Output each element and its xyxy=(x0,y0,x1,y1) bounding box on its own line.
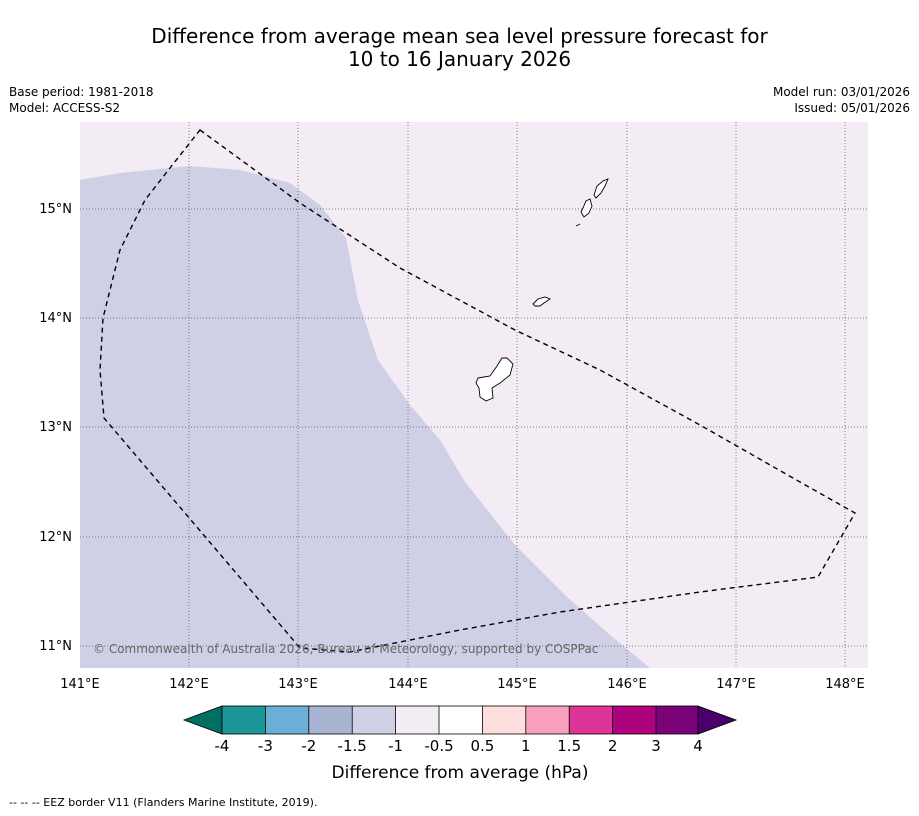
gridlines xyxy=(80,122,868,668)
colorbar-title: Difference from average (hPa) xyxy=(332,763,589,783)
colorbar-label-3: 3 xyxy=(651,737,661,755)
lat-label-13n: 13°N xyxy=(39,420,72,435)
lon-labels: 141°E 142°E 143°E 144°E 145°E 146°E 147°… xyxy=(60,677,865,692)
lat-label-12n: 12°N xyxy=(39,530,72,545)
lon-label-143e: 143°E xyxy=(278,677,318,692)
issued-text: Issued: 05/01/2026 xyxy=(794,101,910,115)
colorbar-label-m3: -3 xyxy=(258,737,273,755)
colorbar-label-m4: -4 xyxy=(215,737,230,755)
anomaly-region xyxy=(80,166,650,668)
lon-label-147e: 147°E xyxy=(716,677,756,692)
colorbar-label-m0-5: -0.5 xyxy=(424,737,453,755)
colorbar: -4 -3 -2 -1.5 -1 -0.5 0.5 1 1.5 2 3 4 Di… xyxy=(182,705,738,783)
eez-border xyxy=(99,129,856,653)
island-aguijan xyxy=(575,223,581,227)
island-tinian xyxy=(580,198,593,218)
colorbar-arrow-left xyxy=(182,705,223,735)
model-text: Model: ACCESS-S2 xyxy=(9,101,121,115)
colorbar-swatch-4 xyxy=(352,706,396,734)
base-period-text: Base period: 1981-2018 xyxy=(9,85,154,99)
colorbar-swatch-9 xyxy=(569,706,613,734)
colorbar-swatch-8 xyxy=(525,706,570,734)
lon-label-144e: 144°E xyxy=(388,677,428,692)
title-line-1: Difference from average mean sea level p… xyxy=(151,24,768,48)
title-line-2: 10 to 16 January 2026 xyxy=(347,47,572,71)
model-run-text: Model run: 03/01/2026 xyxy=(772,85,910,99)
meta-right: Model run: 03/01/2026 Issued: 05/01/2026 xyxy=(773,84,910,116)
colorbar-label-4: 4 xyxy=(693,737,703,755)
lon-label-141e: 141°E xyxy=(60,677,100,692)
colorbar-swatch-10 xyxy=(612,706,656,734)
lat-labels: 15°N 14°N 13°N 12°N 11°N xyxy=(39,202,72,654)
lon-label-148e: 148°E xyxy=(825,677,865,692)
footer-note: -- -- -- EEZ border V11 (Flanders Marine… xyxy=(9,796,318,809)
lat-label-14n: 14°N xyxy=(39,311,72,326)
colorbar-swatch-6 xyxy=(439,706,483,734)
island-guam xyxy=(475,357,514,402)
colorbar-arrow-right xyxy=(697,705,738,735)
islands xyxy=(475,178,609,402)
colorbar-label-1: 1 xyxy=(521,737,531,755)
colorbar-label-0-5: 0.5 xyxy=(470,737,494,755)
colorbar-label-1-5: 1.5 xyxy=(557,737,581,755)
lat-label-15n: 15°N xyxy=(39,202,72,217)
colorbar-swatch-2 xyxy=(265,706,309,734)
lon-label-146e: 146°E xyxy=(607,677,647,692)
colorbar-swatch-5 xyxy=(395,706,439,734)
colorbar-label-2: 2 xyxy=(608,737,618,755)
lat-label-11n: 11°N xyxy=(39,639,72,654)
meta-left: Base period: 1981-2018 Model: ACCESS-S2 xyxy=(9,84,154,116)
colorbar-swatch-11 xyxy=(656,706,698,734)
colorbar-swatch-1 xyxy=(222,706,266,734)
lon-label-142e: 142°E xyxy=(169,677,209,692)
colorbar-label-m1-5: -1.5 xyxy=(338,737,367,755)
colorbar-frame xyxy=(221,705,699,735)
island-rota xyxy=(532,296,551,307)
colorbar-swatch-7 xyxy=(482,706,526,734)
copyright-text: © Commonwealth of Australia 2026, Bureau… xyxy=(93,642,598,656)
island-saipan xyxy=(593,178,609,199)
colorbar-label-m2: -2 xyxy=(301,737,316,755)
colorbar-swatch-3 xyxy=(308,706,353,734)
lon-label-145e: 145°E xyxy=(497,677,537,692)
colorbar-label-m1: -1 xyxy=(388,737,403,755)
